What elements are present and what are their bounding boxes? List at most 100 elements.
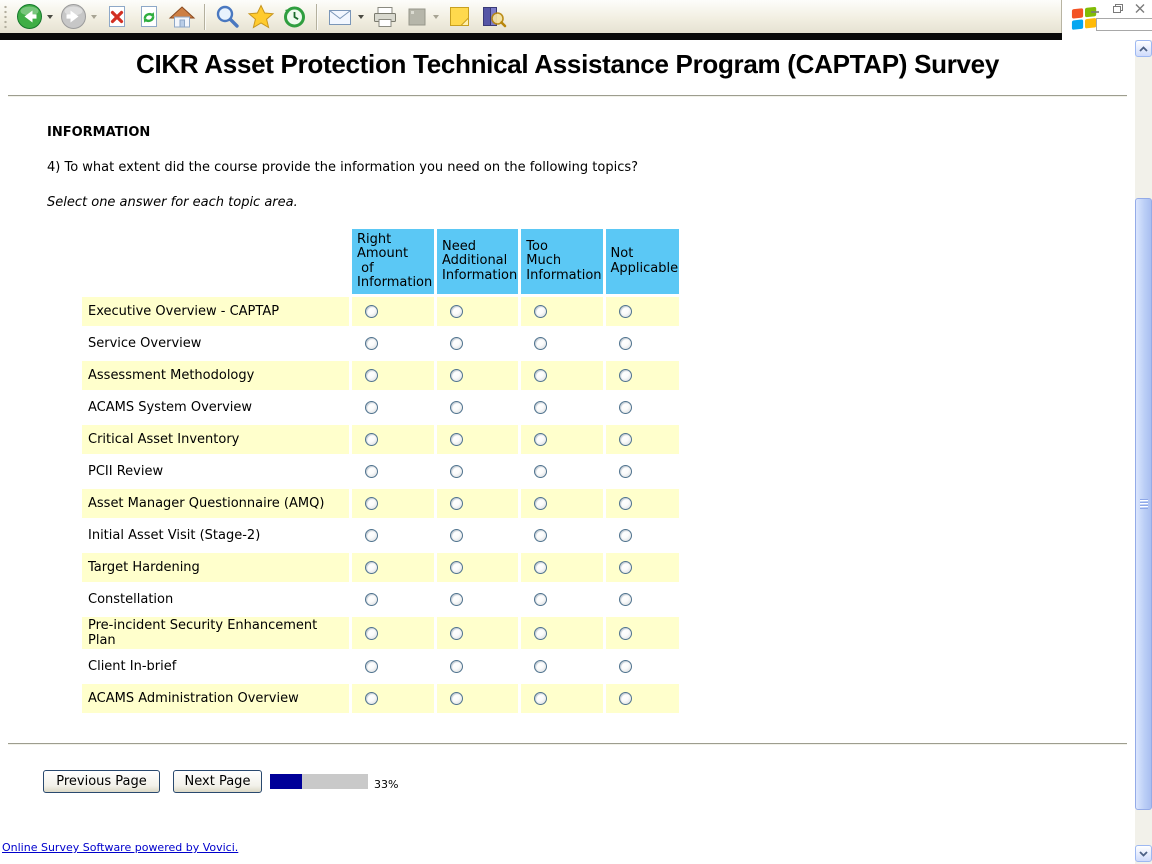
search-icon [216, 5, 239, 28]
toolbar-grip[interactable] [3, 4, 8, 29]
radio-button[interactable] [534, 337, 548, 350]
radio-button[interactable] [365, 529, 378, 542]
radio-button[interactable] [450, 497, 463, 510]
radio-button[interactable] [450, 401, 463, 414]
radio-button[interactable] [618, 465, 632, 478]
topic-label: Initial Asset Visit (Stage-2) [82, 521, 349, 550]
radio-button[interactable] [450, 660, 463, 673]
radio-button[interactable] [618, 529, 632, 542]
restore-button[interactable] [1112, 3, 1124, 14]
previous-page-button[interactable]: Previous Page [43, 770, 160, 793]
radio-button[interactable] [534, 692, 548, 705]
page-top-bar [0, 33, 1062, 40]
radio-button[interactable] [618, 593, 632, 606]
radio-button[interactable] [618, 369, 632, 382]
radio-button[interactable] [450, 305, 463, 318]
history-button[interactable] [278, 2, 311, 32]
radio-button[interactable] [534, 660, 548, 673]
answer-cell [521, 297, 603, 326]
mail-button[interactable] [323, 2, 357, 32]
search-button[interactable] [211, 2, 244, 32]
toolbar-separator [316, 3, 318, 30]
column-header: Not Applicable [605, 229, 680, 294]
radio-button[interactable] [534, 593, 548, 606]
back-button[interactable] [13, 2, 46, 32]
radio-button[interactable] [365, 660, 378, 673]
mail-dropdown-caret[interactable] [358, 14, 364, 19]
minimize-button[interactable] [1090, 3, 1102, 14]
radio-button[interactable] [618, 337, 632, 350]
scroll-down-button[interactable] [1135, 845, 1152, 862]
answer-cell [437, 617, 519, 649]
home-button[interactable] [165, 2, 199, 32]
radio-button[interactable] [450, 529, 463, 542]
radio-button[interactable] [365, 561, 378, 574]
forward-dropdown-caret[interactable] [91, 14, 97, 19]
radio-button[interactable] [534, 401, 548, 414]
radio-button[interactable] [450, 337, 463, 350]
radio-button[interactable] [618, 660, 632, 673]
radio-button[interactable] [450, 692, 463, 705]
radio-button[interactable] [534, 305, 548, 318]
stop-button[interactable] [101, 2, 133, 32]
answer-cell [605, 521, 680, 550]
radio-button[interactable] [365, 626, 378, 640]
history-icon [284, 6, 305, 28]
progress-bar [270, 774, 368, 789]
table-row: ACAMS System Overview [82, 393, 680, 422]
column-header: Too Much Information [521, 229, 603, 294]
radio-button[interactable] [618, 433, 632, 446]
print-button[interactable] [368, 2, 402, 32]
radio-button[interactable] [618, 561, 632, 574]
answer-cell [605, 489, 680, 518]
radio-button[interactable] [534, 433, 548, 446]
answer-cell [605, 617, 680, 649]
radio-button[interactable] [450, 561, 463, 574]
radio-button[interactable] [365, 369, 378, 382]
refresh-button[interactable] [133, 2, 165, 32]
radio-button[interactable] [450, 465, 463, 478]
edit-button[interactable] [402, 2, 432, 32]
answer-cell [521, 393, 603, 422]
answer-cell [352, 617, 434, 649]
radio-button[interactable] [618, 692, 632, 705]
radio-button[interactable] [365, 692, 378, 705]
radio-button[interactable] [365, 401, 378, 414]
scrollbar-thumb[interactable] [1135, 198, 1152, 810]
radio-button[interactable] [365, 497, 378, 510]
answer-cell [521, 361, 603, 390]
back-dropdown-caret[interactable] [47, 14, 53, 19]
radio-button[interactable] [365, 337, 378, 350]
radio-button[interactable] [534, 626, 548, 640]
radio-button[interactable] [618, 401, 632, 414]
edit-dropdown-caret[interactable] [433, 14, 439, 19]
vovici-footer-link[interactable]: Online Survey Software powered by Vovici… [2, 841, 239, 854]
next-page-button[interactable]: Next Page [173, 770, 262, 793]
radio-button[interactable] [365, 465, 378, 478]
radio-button[interactable] [618, 626, 632, 640]
vertical-scrollbar[interactable] [1135, 40, 1152, 864]
research-button[interactable] [476, 2, 510, 32]
radio-button[interactable] [450, 433, 463, 446]
radio-button[interactable] [450, 369, 463, 382]
favorites-button[interactable] [244, 2, 278, 32]
radio-button[interactable] [618, 305, 632, 318]
radio-button[interactable] [365, 593, 378, 606]
radio-button[interactable] [534, 561, 548, 574]
radio-button[interactable] [534, 465, 548, 478]
radio-button[interactable] [450, 593, 463, 606]
radio-button[interactable] [365, 305, 378, 318]
radio-button[interactable] [534, 497, 548, 510]
radio-button[interactable] [450, 626, 463, 640]
radio-button[interactable] [618, 497, 632, 510]
notes-button[interactable] [443, 2, 476, 32]
close-button[interactable] [1134, 3, 1146, 14]
forward-button[interactable] [57, 2, 90, 32]
answer-cell [437, 585, 519, 614]
radio-button[interactable] [534, 529, 548, 542]
radio-button[interactable] [534, 369, 548, 382]
answer-cell [352, 489, 434, 518]
scroll-up-button[interactable] [1135, 40, 1152, 57]
answer-cell [521, 521, 603, 550]
radio-button[interactable] [365, 433, 378, 446]
